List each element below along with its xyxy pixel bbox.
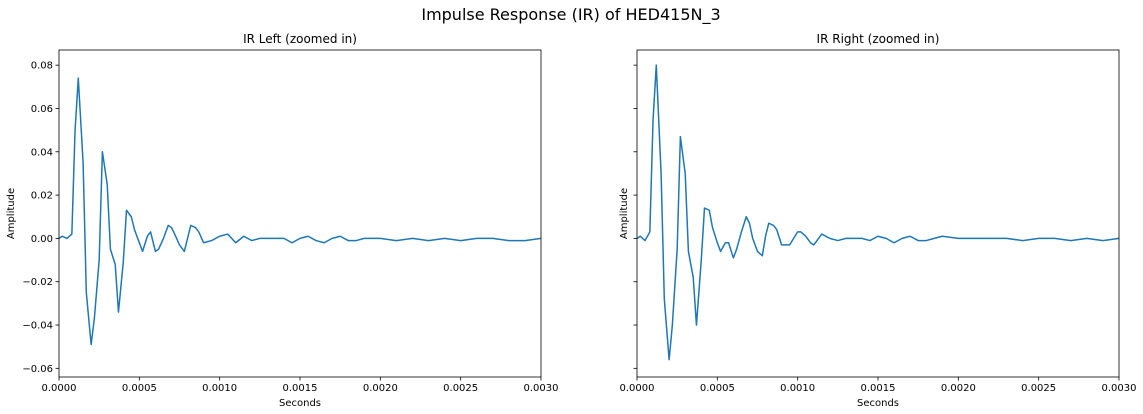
x-tick-label: 0.0030 <box>1102 383 1137 394</box>
x-tick-label: 0.0010 <box>780 383 815 394</box>
x-tick-label: 0.0025 <box>443 383 478 394</box>
y-tick-label: −0.04 <box>22 321 53 332</box>
x-tick-label: 0.0005 <box>122 383 157 394</box>
plot-title: IR Left (zoomed in) <box>243 32 357 46</box>
y-tick-label: 0.06 <box>31 104 53 115</box>
x-axis-label: Seconds <box>279 398 321 409</box>
x-tick-label: 0.0015 <box>861 383 896 394</box>
axes-frame <box>58 49 542 378</box>
y-axis-label: Amplitude <box>6 188 17 239</box>
y-tick-label: 0.00 <box>31 234 53 245</box>
series-line <box>58 77 542 346</box>
x-tick-label: 0.0020 <box>941 383 976 394</box>
x-tick-label: 0.0030 <box>524 383 559 394</box>
x-axis-label: Seconds <box>857 398 899 409</box>
plot-title: IR Right (zoomed in) <box>817 32 940 46</box>
y-tick-label: −0.06 <box>22 364 53 375</box>
y-tick-label: 0.02 <box>31 191 53 202</box>
y-tick-label: 0.04 <box>31 147 53 158</box>
x-tick-label: 0.0000 <box>620 383 655 394</box>
x-tick-label: 0.0000 <box>42 383 77 394</box>
right-ir-plot: IR Right (zoomed in) 0.0000 0.0005 0.0010 0.… <box>619 32 1137 409</box>
y-tick-label: 0.08 <box>31 61 53 72</box>
x-tick-label: 0.0015 <box>283 383 318 394</box>
series-line <box>636 64 1120 361</box>
y-tick-label: −0.02 <box>22 277 53 288</box>
x-tick-label: 0.0025 <box>1021 383 1056 394</box>
x-tick-label: 0.0020 <box>363 383 398 394</box>
x-tick-label: 0.0005 <box>700 383 735 394</box>
figure-title: Impulse Response (IR) of HED415N_3 <box>421 5 720 25</box>
y-axis-label: Amplitude <box>619 188 630 239</box>
x-tick-label: 0.0010 <box>202 383 237 394</box>
left-ir-plot: IR Left (zoomed in) 0.0000 0.0005 0.0010 0.0… <box>6 32 559 409</box>
